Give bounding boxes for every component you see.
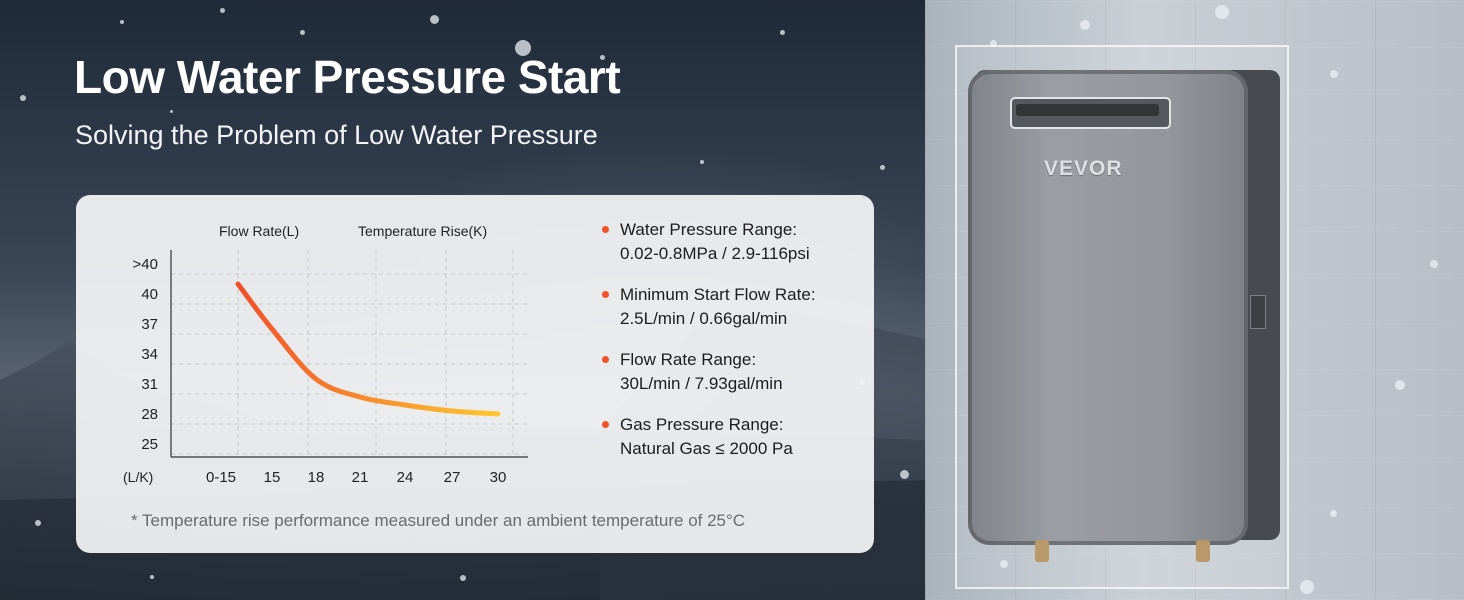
snowflake <box>515 40 531 56</box>
x-tick-label: 27 <box>444 469 461 486</box>
spec-item: Water Pressure Range: 0.02-0.8MPa / 2.9-… <box>600 218 860 266</box>
snowflake <box>20 95 26 101</box>
y-tick-label: 25 <box>141 436 158 453</box>
y-tick-label: 31 <box>141 376 158 393</box>
snowflake <box>460 575 466 581</box>
snowflake <box>900 470 909 479</box>
spec-item: Gas Pressure Range: Natural Gas ≤ 2000 P… <box>600 413 860 461</box>
spec-value: 30L/min / 7.93gal/min <box>620 374 783 393</box>
x-tick-label: 18 <box>308 469 325 486</box>
water-outlet-pipe <box>1196 540 1210 562</box>
snowflake <box>700 160 704 164</box>
snowflake <box>990 40 997 47</box>
spec-list: Water Pressure Range: 0.02-0.8MPa / 2.9-… <box>600 218 860 478</box>
spec-label: Water Pressure Range: <box>620 220 797 239</box>
snowflake <box>1000 560 1008 568</box>
footnote: * Temperature rise performance measured … <box>131 511 746 530</box>
bullet-icon <box>602 356 609 363</box>
snowflake <box>1395 380 1405 390</box>
snowflake <box>1080 20 1090 30</box>
snowflake <box>300 30 305 35</box>
y-tick-label: 34 <box>141 346 158 363</box>
snowflake <box>220 8 225 13</box>
y-axis-unit-label: (L/K) <box>123 469 153 485</box>
y-tick-label: 28 <box>141 406 158 423</box>
water-heater-image <box>968 70 1248 545</box>
snowflake <box>780 30 785 35</box>
snowflake <box>600 55 605 60</box>
bullet-icon <box>602 421 609 428</box>
flow-temperature-chart: >40 40 37 34 31 28 25 0-15 15 18 21 24 27 30 Flow Rat… <box>123 223 528 486</box>
bullet-icon <box>602 226 609 233</box>
legend-temperature-rise: Temperature Rise(K) <box>358 223 487 239</box>
snowflake <box>1330 70 1338 78</box>
flow-rate-curve <box>235 281 501 417</box>
gas-inlet-pipe <box>1035 540 1049 562</box>
spec-value: Natural Gas ≤ 2000 Pa <box>620 439 793 458</box>
spec-value: 0.02-0.8MPa / 2.9-116psi <box>620 244 810 263</box>
snowflake <box>35 520 41 526</box>
spec-item: Minimum Start Flow Rate: 2.5L/min / 0.66… <box>600 283 860 331</box>
spec-value: 2.5L/min / 0.66gal/min <box>620 309 788 328</box>
page-subtitle: Solving the Problem of Low Water Pressur… <box>75 120 598 150</box>
snowflake <box>880 165 885 170</box>
protective-cover <box>955 45 1289 589</box>
bullet-icon <box>602 291 609 298</box>
spec-label: Minimum Start Flow Rate: <box>620 285 816 304</box>
brand-logo: VEVOR <box>1044 157 1123 180</box>
snowflake <box>170 110 173 113</box>
heater-display-slot <box>1016 104 1159 116</box>
snowflake <box>430 15 439 24</box>
snowflake <box>1430 260 1438 268</box>
snowflake <box>1215 5 1229 19</box>
page-title: Low Water Pressure Start <box>74 51 621 103</box>
y-tick-label: >40 <box>133 256 158 273</box>
snowflake <box>1300 580 1314 594</box>
spec-label: Gas Pressure Range: <box>620 415 784 434</box>
x-tick-label: 15 <box>264 469 281 486</box>
snowflake <box>1330 510 1337 517</box>
snowflake <box>150 575 154 579</box>
legend-flow-rate: Flow Rate(L) <box>219 223 299 239</box>
info-card: >40 40 37 34 31 28 25 0-15 15 18 21 24 27 30 Flow Rat… <box>76 195 874 553</box>
spec-item: Flow Rate Range: 30L/min / 7.93gal/min <box>600 348 860 396</box>
x-tick-label: 21 <box>352 469 369 486</box>
x-tick-label: 0-15 <box>206 469 236 486</box>
y-tick-label: 40 <box>141 286 158 303</box>
x-tick-label: 24 <box>397 469 414 486</box>
y-tick-label: 37 <box>141 316 158 333</box>
snowflake <box>120 20 124 24</box>
x-tick-label: 30 <box>490 469 507 486</box>
rating-label <box>1250 295 1266 329</box>
spec-label: Flow Rate Range: <box>620 350 757 369</box>
